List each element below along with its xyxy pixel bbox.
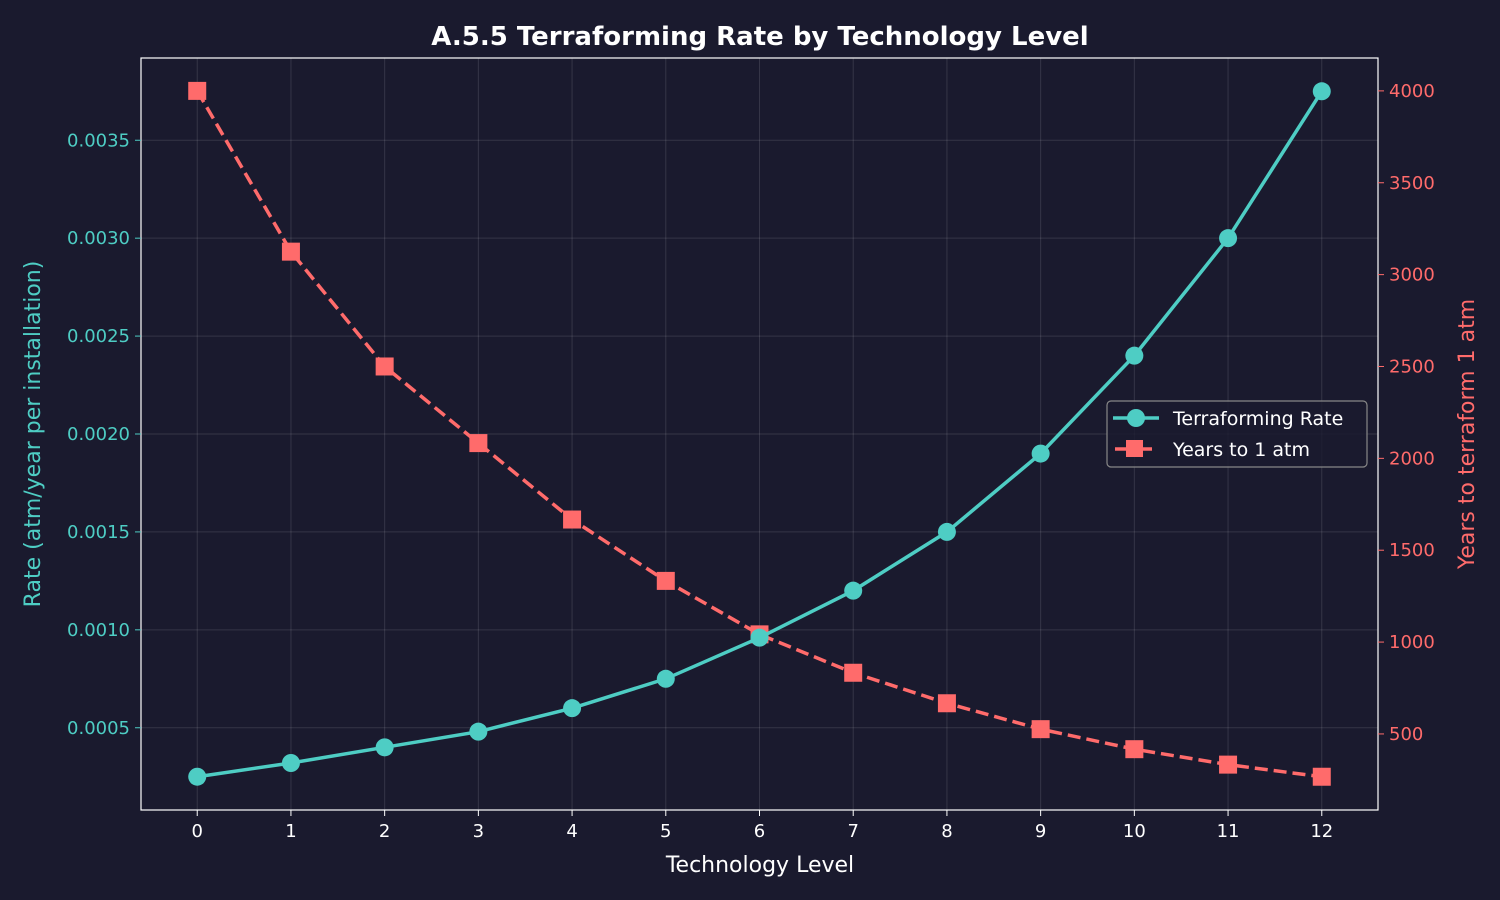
x-axis-label: Technology Level <box>665 853 854 878</box>
x-tick-label: 8 <box>941 821 952 842</box>
left-y-tick-label: 0.0020 <box>67 424 130 445</box>
left-y-tick-label: 0.0015 <box>67 522 130 543</box>
rate-marker <box>375 738 394 757</box>
rate-marker <box>188 767 207 786</box>
right-y-tick-label: 4000 <box>1389 81 1435 102</box>
left-y-tick-label: 0.0005 <box>67 718 130 739</box>
right-y-tick-label: 1500 <box>1389 540 1435 561</box>
years-marker <box>469 434 488 453</box>
series-layer <box>188 81 1331 786</box>
rate-marker <box>844 581 863 600</box>
x-tick-label: 12 <box>1310 821 1333 842</box>
x-tick-label: 1 <box>285 821 296 842</box>
years-marker <box>281 242 300 261</box>
right-y-axis-label: Years to terraform 1 atm <box>1455 299 1480 570</box>
years-marker <box>1031 720 1050 739</box>
rate-marker <box>281 754 300 772</box>
x-tick-label: 4 <box>566 821 577 842</box>
rate-marker <box>469 722 488 741</box>
rate-marker <box>937 522 956 541</box>
rate-marker <box>750 628 769 647</box>
years-marker <box>1219 755 1238 774</box>
years-marker <box>1125 740 1144 759</box>
legend-rate-marker <box>1127 409 1145 427</box>
legend-box <box>1106 400 1368 468</box>
left-y-tick-label: 0.0025 <box>67 326 130 347</box>
right-y-tick-label: 500 <box>1389 724 1423 745</box>
years-marker <box>937 694 956 713</box>
x-tick-label: 10 <box>1123 821 1146 842</box>
legend: Terraforming Rate Years to 1 atm <box>1106 400 1368 468</box>
legend-years-label: Years to 1 atm <box>1172 439 1310 461</box>
x-tick-label: 6 <box>754 821 765 842</box>
right-y-tick-label: 3500 <box>1389 173 1435 194</box>
left-y-axis-label: Rate (atm/year per installation) <box>21 261 46 608</box>
rate-marker <box>1031 444 1050 463</box>
right-y-tick-label: 2500 <box>1389 356 1435 377</box>
years-marker <box>656 571 675 590</box>
rate-marker <box>1219 229 1238 248</box>
years-marker <box>563 510 582 529</box>
rate-marker <box>656 669 675 688</box>
rate-marker <box>563 699 582 718</box>
left-y-tick-label: 0.0030 <box>67 228 130 249</box>
right-y-tick-label: 1000 <box>1389 632 1435 653</box>
x-tick-label: 9 <box>1035 821 1046 842</box>
right-y-tick-label: 3000 <box>1389 265 1435 286</box>
rate-marker <box>1125 346 1144 365</box>
x-tick-label: 0 <box>192 821 203 842</box>
years-marker <box>844 663 863 682</box>
legend-rate-label: Terraforming Rate <box>1172 408 1343 430</box>
ticks: 0 1 2 3 4 5 6 7 8 9 10 11 120.00050.00100.00150.0020… <box>67 81 1435 842</box>
x-tick-label: 5 <box>660 821 671 842</box>
years-marker <box>188 81 207 100</box>
rate-marker <box>1312 82 1331 101</box>
right-y-tick-label: 2000 <box>1389 448 1435 469</box>
x-tick-label: 7 <box>847 821 858 842</box>
legend-years-marker <box>1126 440 1143 457</box>
years-marker <box>1312 767 1331 786</box>
years-marker <box>375 357 394 376</box>
x-tick-label: 2 <box>379 821 390 842</box>
left-y-tick-label: 0.0035 <box>67 130 130 151</box>
x-tick-label: 3 <box>473 821 484 842</box>
x-tick-label: 11 <box>1217 821 1240 842</box>
chart-title: A.5.5 Terraforming Rate by Technology Le… <box>431 22 1088 52</box>
left-y-tick-label: 0.0010 <box>67 620 130 641</box>
